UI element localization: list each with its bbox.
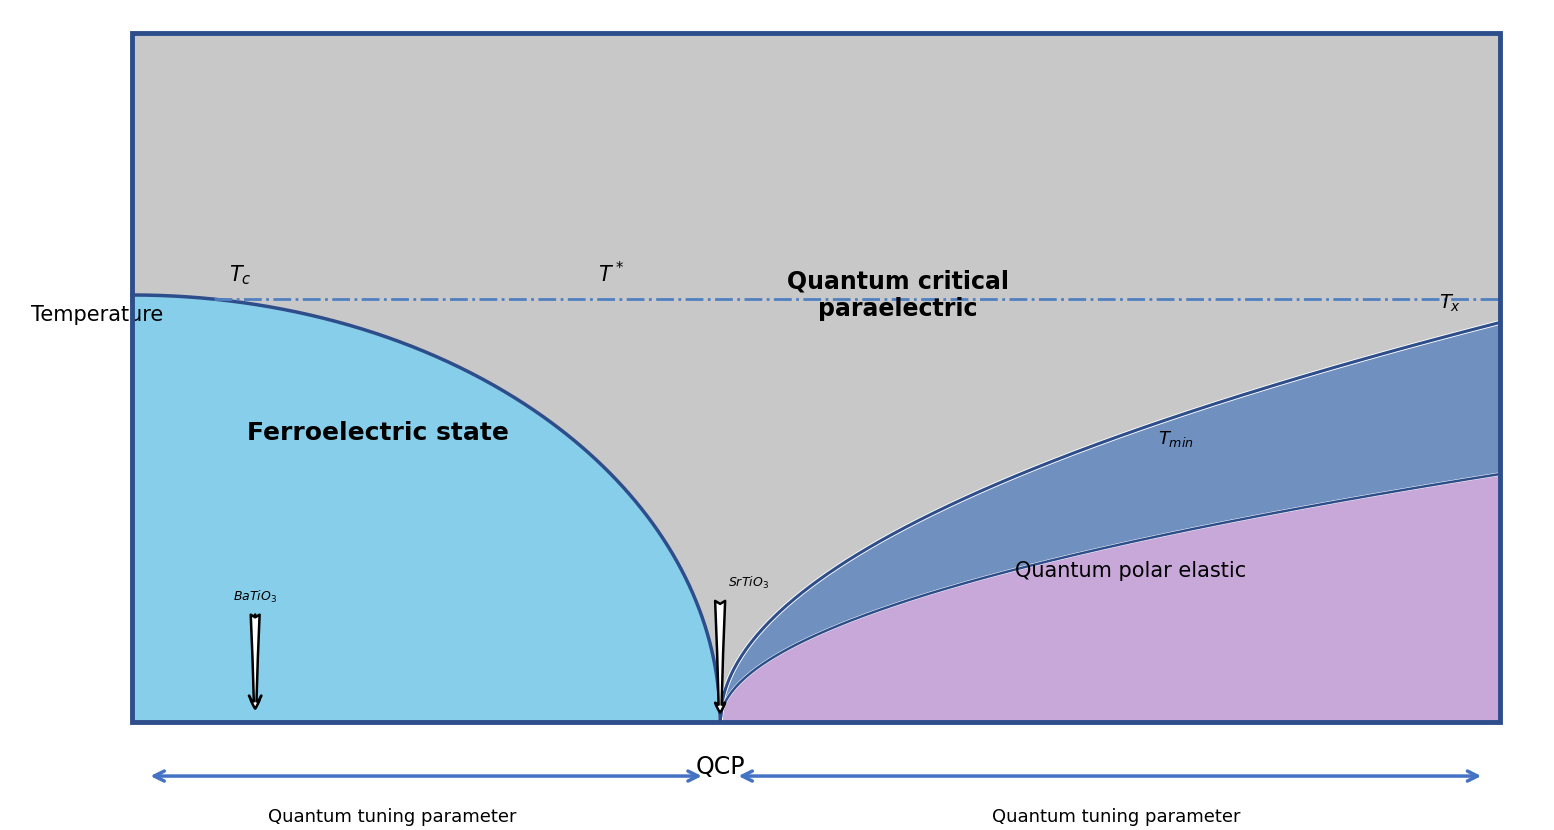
Text: Quantum tuning parameter: Quantum tuning parameter	[993, 808, 1242, 826]
Bar	[132, 33, 1500, 722]
Text: $T_x$: $T_x$	[1439, 293, 1461, 315]
Polygon shape	[720, 323, 1500, 722]
Text: $T^*$: $T^*$	[598, 261, 623, 286]
Bar	[132, 33, 1500, 722]
Polygon shape	[132, 295, 720, 722]
Text: Temperature: Temperature	[31, 305, 163, 325]
Text: BaTiO$_3$: BaTiO$_3$	[233, 589, 277, 605]
Text: Quantum tuning parameter: Quantum tuning parameter	[267, 808, 516, 826]
Text: Quantum polar elastic: Quantum polar elastic	[1015, 560, 1246, 580]
Text: SrTiO$_3$: SrTiO$_3$	[727, 575, 769, 592]
Text: $T_c$: $T_c$	[230, 263, 252, 286]
Polygon shape	[720, 323, 1500, 722]
Text: Ferroelectric state: Ferroelectric state	[247, 421, 510, 445]
Text: QCP: QCP	[695, 755, 744, 779]
Text: Quantum critical
paraelectric: Quantum critical paraelectric	[786, 269, 1009, 321]
Text: $T_{min}$: $T_{min}$	[1158, 429, 1193, 449]
